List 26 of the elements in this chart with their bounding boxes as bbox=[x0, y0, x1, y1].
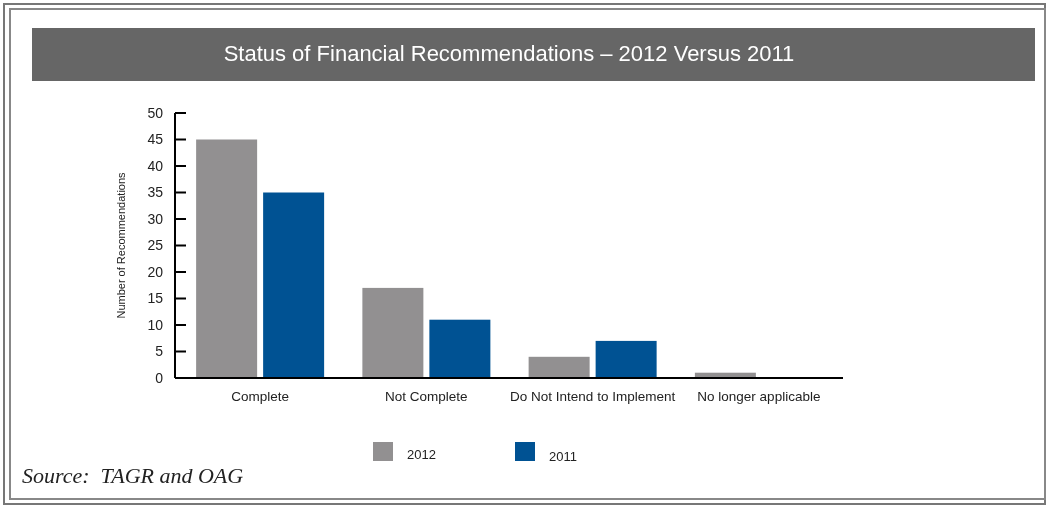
y-tick-label: 15 bbox=[147, 290, 164, 307]
source-note: Source: TAGR and OAG bbox=[22, 463, 244, 488]
bar bbox=[196, 139, 258, 378]
y-tick-label: 20 bbox=[147, 263, 164, 280]
legend-label: 2012 bbox=[407, 447, 436, 462]
y-tick-label: 25 bbox=[147, 237, 164, 254]
bar bbox=[362, 287, 424, 378]
y-axis-title: Number of Recommendations bbox=[115, 171, 127, 319]
chart-title: Status of Financial Recommendations – 2012 Versus 2011 bbox=[223, 41, 795, 66]
y-tick-label: 0 bbox=[155, 369, 164, 386]
y-tick-label: 10 bbox=[147, 316, 164, 333]
y-tick-label: 35 bbox=[147, 184, 164, 201]
x-tick-label: No longer applicable bbox=[697, 389, 821, 404]
bar bbox=[595, 340, 657, 378]
y-tick-label: 30 bbox=[147, 210, 164, 227]
x-tick-label: Not Complete bbox=[385, 389, 468, 404]
y-tick-label: 50 bbox=[147, 104, 164, 121]
y-tick-label: 5 bbox=[155, 343, 164, 360]
bar bbox=[429, 319, 491, 378]
x-tick-label: Do Not Intend to Implement bbox=[510, 389, 676, 404]
bar bbox=[528, 356, 590, 378]
x-tick-label: Complete bbox=[231, 389, 290, 404]
y-tick-label: 40 bbox=[147, 157, 164, 174]
bar bbox=[263, 192, 325, 378]
y-tick-label: 45 bbox=[147, 131, 164, 148]
legend-label: 2011 bbox=[549, 449, 577, 464]
